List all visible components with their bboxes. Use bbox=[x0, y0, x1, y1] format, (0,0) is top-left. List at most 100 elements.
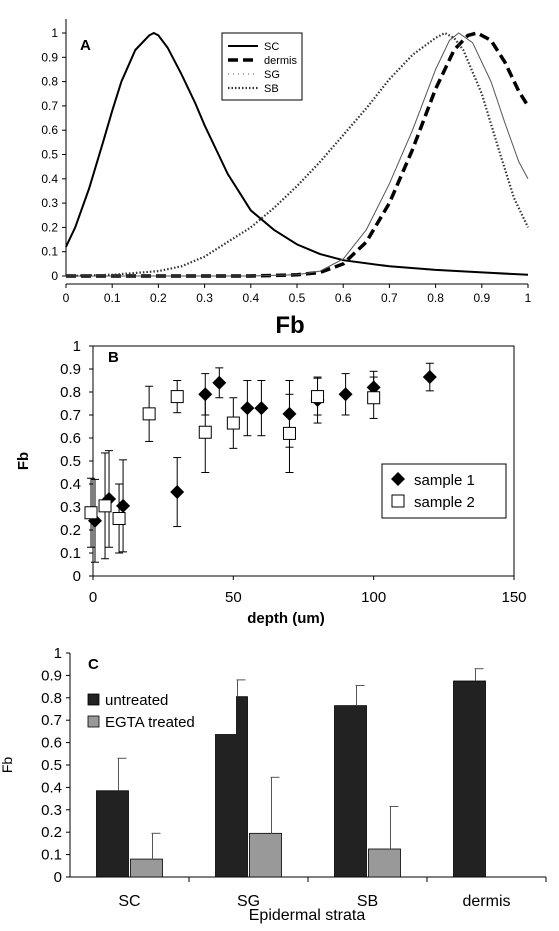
panel-a-y-tick-label: 0.4 bbox=[41, 172, 58, 186]
panel-b-sample1-point bbox=[338, 387, 353, 402]
panel-a-x-tick-label: 0 bbox=[63, 291, 70, 305]
panel-b-x-tick-label: 150 bbox=[501, 589, 526, 606]
panel-b-sample2-point bbox=[367, 391, 381, 405]
panel-b-y-tick-label: 0.2 bbox=[60, 522, 81, 539]
panel-b-sample1-point bbox=[254, 401, 269, 416]
panel-c-y-tick-label: 1 bbox=[54, 645, 62, 662]
panel-c-category-label: SG bbox=[237, 893, 260, 910]
panel-b-legend-swatch bbox=[391, 494, 405, 508]
panel-b-y-tick-label: 0.8 bbox=[60, 384, 81, 401]
panel-a-x-tick-label: 0.8 bbox=[427, 291, 444, 305]
panel-b-sample2-point bbox=[170, 390, 184, 404]
panel-a-x-tick-label: 0.9 bbox=[473, 291, 490, 305]
panel-b-y-tick-label: 0.6 bbox=[60, 430, 81, 447]
panel-a-y-tick-label: 1 bbox=[51, 26, 58, 40]
panel-a-legend-label: dermis bbox=[264, 55, 298, 67]
panel-b-y-tick-label: 0.7 bbox=[60, 407, 81, 424]
panel-a-series-line-SG bbox=[66, 32, 529, 277]
panel-b-sample2-point bbox=[84, 506, 98, 520]
panel-c-category-label: SC bbox=[118, 893, 140, 910]
panel-b-sample1-point bbox=[366, 380, 381, 395]
panel-c-legend-box bbox=[84, 688, 236, 734]
panel-a-y-tick-label: 0.5 bbox=[41, 148, 58, 162]
panel-a-legend-label: SC bbox=[264, 41, 279, 53]
panel-b-y-tick-label: 0.9 bbox=[60, 361, 81, 378]
panel-b-legend-swatch bbox=[391, 472, 405, 486]
panel-b-x-tick-label: 50 bbox=[225, 589, 242, 606]
panel-a-series-line-dermis bbox=[66, 31, 530, 278]
panel-b-y-axis-title: Fb bbox=[15, 452, 32, 470]
panel-b-sample2-point bbox=[98, 499, 112, 513]
panel-c-y-axis-title: Fb bbox=[0, 757, 15, 774]
panel-b-x-tick-label: 0 bbox=[89, 589, 97, 606]
panel-a-y-tick-label: 0.1 bbox=[41, 245, 58, 259]
panel-c-bar-SB-1 bbox=[368, 848, 401, 878]
panel-a-y-tick-label: 0.8 bbox=[41, 75, 58, 89]
panel-c-x-axis-title: Epidermal strata bbox=[249, 907, 366, 924]
panel-c-bar-SC-0 bbox=[96, 790, 129, 878]
panel-a-y-tick-label: 0 bbox=[51, 269, 58, 283]
panel-b-sample1-point bbox=[240, 401, 255, 416]
panel-b-y-tick-label: 0.4 bbox=[60, 476, 81, 493]
panel-b-legend-label: sample 1 bbox=[414, 472, 475, 489]
panel-b-sample2-point bbox=[198, 425, 212, 439]
panel-b-y-tick-label: 0.3 bbox=[60, 499, 81, 516]
panel-a-y-tick-label: 0.9 bbox=[41, 50, 58, 64]
panel-b-sample2-point bbox=[282, 426, 296, 440]
panel-c-legend-label: EGTA treated bbox=[105, 714, 195, 731]
panel-b-sample1-point bbox=[212, 375, 227, 390]
panel-c-bar-SB-0 bbox=[334, 705, 367, 878]
panel-a-x-tick-label: 0.4 bbox=[242, 291, 259, 305]
panel-a-legend-label: SG bbox=[264, 69, 280, 81]
panel-b-label: B bbox=[108, 349, 119, 366]
panel-a-x-tick-label: 0.5 bbox=[289, 291, 306, 305]
panel-b-sample1-point bbox=[170, 485, 185, 500]
panel-a-label: A bbox=[80, 37, 91, 54]
panel-a-y-tick-label: 0.6 bbox=[41, 123, 58, 137]
panel-c-y-tick-label: 0.7 bbox=[41, 712, 62, 729]
panel-b: 0 0.1 0.2 0.3 0.4 0.5 0.6 0.7 0.8 0.9 1 0 50 100 150 Bd… bbox=[15, 338, 527, 627]
panel-b-sample1-point bbox=[198, 387, 213, 402]
panel-a-x-tick-label: 0.2 bbox=[150, 291, 167, 305]
panel-a-x-tick-label: 0.1 bbox=[104, 291, 121, 305]
panel-c-category-label: dermis bbox=[462, 893, 510, 910]
panel-c-y-tick-label: 0.5 bbox=[41, 757, 62, 774]
panel-a-series-line-SB bbox=[65, 31, 529, 278]
panel-a-series-line-SC bbox=[65, 31, 529, 276]
panel-a-y-tick-label: 0.3 bbox=[41, 196, 58, 210]
panel-c: 0 0.1 0.2 0.3 0.4 0.5 0.6 0.7 0.8 0.9 1 C Fb Epiderma… bbox=[0, 645, 547, 924]
panel-b-sample2-point bbox=[226, 416, 240, 430]
panel-a-y-tick-label: 0.2 bbox=[41, 220, 58, 234]
panel-c-bar-SC-1 bbox=[130, 858, 163, 878]
panel-c-bar-SG-1 bbox=[249, 832, 282, 878]
panel-b-sample1-point bbox=[116, 498, 131, 513]
panel-a-x-tick-label: 0.3 bbox=[196, 291, 213, 305]
panel-b-sample2-point bbox=[112, 512, 126, 525]
panel-c-label: C bbox=[88, 656, 99, 673]
panel-c-legend-swatch bbox=[87, 715, 100, 728]
panel-b-sample2-point bbox=[142, 407, 156, 421]
panel-c-legend-label: untreated bbox=[105, 692, 168, 709]
panel-b-x-tick-label: 100 bbox=[361, 589, 386, 606]
panel-a-x-tick-label: 1 bbox=[525, 291, 532, 305]
panel-c-category-label: SB bbox=[357, 893, 378, 910]
panel-c-y-tick-label: 0.2 bbox=[41, 824, 62, 841]
panel-c-y-tick-label: 0.8 bbox=[41, 690, 62, 707]
panel-b-y-tick-label: 0.5 bbox=[60, 453, 81, 470]
panel-b-sample1-point bbox=[282, 406, 297, 421]
panel-c-bar-dermis-0 bbox=[453, 680, 486, 878]
panel-c-y-tick-label: 0.4 bbox=[41, 779, 62, 796]
panel-a-x-tick-label: 0.6 bbox=[335, 291, 352, 305]
panel-b-x-axis-title: depth (um) bbox=[247, 610, 324, 627]
panel-b-y-tick-label: 1 bbox=[73, 338, 81, 355]
panel-b-sample1-point bbox=[422, 370, 437, 385]
panel-c-y-tick-label: 0.9 bbox=[41, 667, 62, 684]
panel-b-y-tick-label: 0 bbox=[73, 568, 81, 585]
panel-a-y-tick-label: 0.7 bbox=[41, 99, 58, 113]
panel-b-legend-label: sample 2 bbox=[414, 494, 475, 511]
panel-c-y-tick-label: 0.6 bbox=[41, 735, 62, 752]
panel-b-plot-frame bbox=[92, 345, 515, 577]
panel-b-legend-box bbox=[381, 463, 507, 519]
panel-a: 0 0.1 0.2 0.3 0.4 0.5 0.6 0.7 0.8 0.9 1 0 0.1 0.2 0.3 0… bbox=[41, 19, 532, 339]
